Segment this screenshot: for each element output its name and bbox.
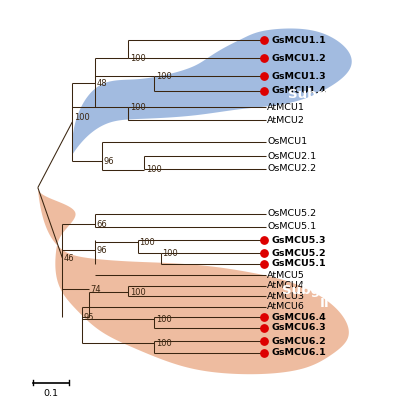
Point: [261, 237, 267, 243]
Text: OsMCU2.1: OsMCU2.1: [267, 152, 316, 161]
Point: [261, 37, 267, 43]
Text: AtMCU4: AtMCU4: [267, 282, 305, 290]
Text: GsMCU5.2: GsMCU5.2: [272, 249, 326, 258]
Point: [261, 88, 267, 94]
Text: 74: 74: [90, 285, 101, 294]
Text: OsMCU1: OsMCU1: [267, 137, 307, 146]
Point: [261, 73, 267, 79]
Text: 100: 100: [130, 103, 145, 112]
Text: GsMCU1.4: GsMCU1.4: [272, 86, 326, 95]
Text: 96: 96: [97, 246, 108, 255]
Point: [261, 314, 267, 321]
Text: GsMCU6.4: GsMCU6.4: [272, 313, 326, 322]
Point: [261, 260, 267, 267]
Text: GsMCU6.2: GsMCU6.2: [272, 336, 326, 346]
Text: GsMCU1.1: GsMCU1.1: [272, 36, 326, 44]
Text: OsMCU2.2: OsMCU2.2: [267, 164, 316, 173]
Text: 100: 100: [156, 72, 172, 81]
Text: 96: 96: [103, 157, 114, 166]
Text: Subgroup: Subgroup: [282, 284, 355, 297]
Text: 100: 100: [146, 166, 162, 174]
Text: GsMCU5.3: GsMCU5.3: [272, 236, 326, 244]
Text: 66: 66: [97, 220, 108, 228]
Text: 100: 100: [156, 315, 172, 324]
Text: GsMCU6.1: GsMCU6.1: [272, 348, 326, 357]
Text: 95: 95: [84, 313, 94, 322]
Text: 48: 48: [97, 78, 108, 88]
Text: 100: 100: [130, 288, 145, 297]
Text: II: II: [320, 296, 330, 310]
Text: GsMCU5.1: GsMCU5.1: [272, 259, 326, 268]
Polygon shape: [38, 188, 349, 374]
Point: [261, 55, 267, 61]
Text: I: I: [329, 100, 334, 113]
Text: AtMCU1: AtMCU1: [267, 103, 305, 112]
Text: 100: 100: [162, 249, 178, 258]
Text: GsMCU6.3: GsMCU6.3: [272, 324, 326, 332]
Text: GsMCU1.3: GsMCU1.3: [272, 72, 326, 81]
Text: GsMCU1.2: GsMCU1.2: [272, 54, 326, 62]
Text: 100: 100: [74, 113, 90, 122]
Text: OsMCU5.2: OsMCU5.2: [267, 209, 316, 218]
Text: OsMCU5.1: OsMCU5.1: [267, 222, 316, 232]
Text: AtMCU2: AtMCU2: [267, 116, 305, 125]
Text: 100: 100: [130, 54, 145, 63]
Text: 0.1: 0.1: [43, 389, 58, 398]
Text: AtMCU3: AtMCU3: [267, 292, 305, 301]
Point: [261, 338, 267, 344]
Point: [261, 325, 267, 331]
Polygon shape: [72, 28, 352, 155]
Text: 100: 100: [139, 238, 155, 247]
Point: [261, 250, 267, 256]
Text: Subgroup: Subgroup: [288, 88, 361, 101]
Point: [261, 350, 267, 356]
Text: 46: 46: [64, 254, 75, 263]
Text: AtMCU6: AtMCU6: [267, 302, 305, 312]
Text: 100: 100: [156, 339, 172, 348]
Text: AtMCU5: AtMCU5: [267, 271, 305, 280]
